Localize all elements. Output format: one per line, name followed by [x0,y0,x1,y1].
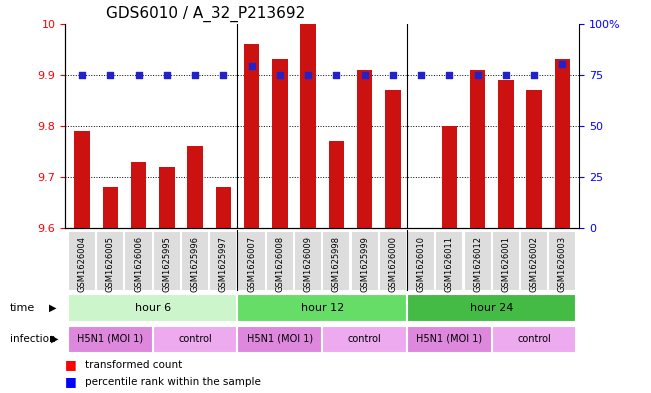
Bar [159,167,174,228]
FancyBboxPatch shape [96,231,123,290]
Point [303,72,313,78]
Text: GSM1626007: GSM1626007 [247,236,256,292]
Point [444,72,454,78]
Text: GSM1626010: GSM1626010 [417,236,426,292]
FancyBboxPatch shape [322,231,350,290]
FancyBboxPatch shape [68,326,152,352]
FancyBboxPatch shape [407,294,575,321]
Text: ▶: ▶ [51,334,59,344]
Text: GSM1625998: GSM1625998 [332,236,341,292]
Text: GSM1626003: GSM1626003 [558,236,567,292]
FancyBboxPatch shape [238,294,406,321]
Text: H5N1 (MOI 1): H5N1 (MOI 1) [77,334,143,344]
Point [77,72,87,78]
Text: control: control [348,334,381,344]
FancyBboxPatch shape [350,231,378,290]
Text: GSM1626011: GSM1626011 [445,236,454,292]
Point [161,72,172,78]
Point [416,72,426,78]
FancyBboxPatch shape [492,231,519,290]
FancyBboxPatch shape [464,231,491,290]
Text: GSM1625995: GSM1625995 [162,236,171,292]
FancyBboxPatch shape [238,326,321,352]
FancyBboxPatch shape [68,294,236,321]
Text: hour 6: hour 6 [135,303,171,312]
Bar [527,90,542,228]
Text: H5N1 (MOI 1): H5N1 (MOI 1) [247,334,313,344]
Bar [329,141,344,228]
Text: GSM1625999: GSM1625999 [360,236,369,292]
Bar [357,70,372,228]
FancyBboxPatch shape [266,231,293,290]
Point [275,72,285,78]
FancyBboxPatch shape [181,231,208,290]
FancyBboxPatch shape [124,231,152,290]
FancyBboxPatch shape [68,231,95,290]
Text: GSM1626001: GSM1626001 [501,236,510,292]
FancyBboxPatch shape [492,326,575,352]
Bar [187,146,203,228]
Text: hour 24: hour 24 [470,303,514,312]
Text: GSM1626006: GSM1626006 [134,236,143,292]
FancyBboxPatch shape [379,231,406,290]
Bar [555,59,570,228]
Point [359,72,370,78]
Text: time: time [10,303,35,312]
Text: infection: infection [10,334,55,344]
Point [388,72,398,78]
Bar [300,24,316,228]
Text: GSM1625997: GSM1625997 [219,236,228,292]
Bar [385,90,400,228]
Bar [470,70,486,228]
Bar [103,187,118,228]
Text: GDS6010 / A_32_P213692: GDS6010 / A_32_P213692 [106,6,305,22]
Bar [441,126,457,228]
Text: GSM1625996: GSM1625996 [191,236,200,292]
Text: GSM1626000: GSM1626000 [389,236,397,292]
Text: GSM1626012: GSM1626012 [473,236,482,292]
FancyBboxPatch shape [322,326,406,352]
Point [105,72,115,78]
FancyBboxPatch shape [209,231,236,290]
Point [473,72,483,78]
Point [529,72,540,78]
Point [190,72,201,78]
Text: GSM1626005: GSM1626005 [106,236,115,292]
Text: hour 12: hour 12 [301,303,344,312]
FancyBboxPatch shape [436,231,462,290]
Point [218,72,229,78]
Text: control: control [178,334,212,344]
FancyBboxPatch shape [407,231,434,290]
FancyBboxPatch shape [520,231,547,290]
Text: GSM1626002: GSM1626002 [530,236,538,292]
Bar [244,44,259,228]
Bar [498,80,514,228]
Text: transformed count: transformed count [85,360,182,370]
FancyBboxPatch shape [153,231,180,290]
Point [557,61,568,68]
Text: GSM1626008: GSM1626008 [275,236,284,292]
Point [133,72,144,78]
Bar [215,187,231,228]
FancyBboxPatch shape [548,231,575,290]
Text: control: control [518,334,551,344]
Text: ■: ■ [65,375,77,389]
Bar [272,59,288,228]
Bar [131,162,146,228]
Text: GSM1626009: GSM1626009 [303,236,312,292]
Text: ■: ■ [65,358,77,371]
FancyBboxPatch shape [238,231,264,290]
Text: GSM1626004: GSM1626004 [77,236,87,292]
Point [501,72,511,78]
Text: percentile rank within the sample: percentile rank within the sample [85,377,260,387]
FancyBboxPatch shape [407,326,491,352]
FancyBboxPatch shape [153,326,236,352]
Point [331,72,342,78]
FancyBboxPatch shape [294,231,321,290]
Bar [74,131,90,228]
Text: ▶: ▶ [49,303,57,312]
Text: H5N1 (MOI 1): H5N1 (MOI 1) [417,334,482,344]
Point [246,63,256,70]
